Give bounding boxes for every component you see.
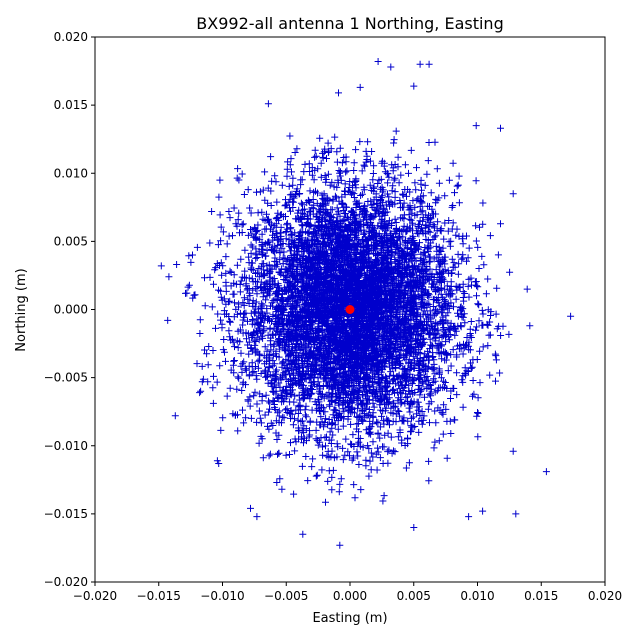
x-tick-label: −0.020 [73,589,117,603]
x-axis-ticks: −0.020 −0.015 −0.010 −0.005 0.000 0.005 0.010 0… [73,582,622,603]
y-tick-label: 0.000 [54,303,88,317]
y-tick-label: 0.005 [54,234,88,248]
y-tick-label: −0.005 [44,371,88,385]
x-tick-label: 0.015 [524,589,558,603]
x-tick-label: 0.000 [333,589,367,603]
y-tick-label: −0.010 [44,439,88,453]
y-tick-label: 0.020 [54,30,88,44]
scatter-point-markers [157,58,575,549]
y-tick-label: −0.020 [44,575,88,589]
center-marker-group [345,305,355,314]
x-tick-label: 0.010 [460,589,494,603]
y-tick-label: 0.015 [54,98,88,112]
plot-area [157,58,575,549]
y-axis-ticks: −0.020 −0.015 −0.010 −0.005 0.000 0.005 0.010 0… [44,30,95,589]
x-tick-label: −0.005 [264,589,308,603]
center-point [345,305,355,314]
x-tick-label: −0.010 [200,589,244,603]
chart-title: BX992-all antenna 1 Northing, Easting [196,14,503,33]
x-axis-label: Easting (m) [312,611,387,626]
x-tick-label: 0.005 [397,589,431,603]
y-tick-label: 0.010 [54,166,88,180]
x-tick-label: −0.015 [137,589,181,603]
y-tick-label: −0.015 [44,507,88,521]
y-axis-label: Northing (m) [14,268,29,351]
scatter-markers [157,58,575,549]
x-tick-label: 0.020 [588,589,622,603]
